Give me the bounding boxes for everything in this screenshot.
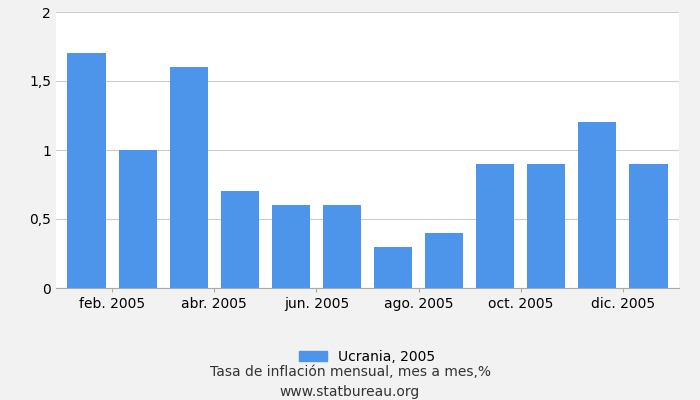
Bar: [220, 191, 259, 288]
Bar: [578, 122, 617, 288]
Bar: [629, 164, 668, 288]
Bar: [323, 205, 361, 288]
Bar: [527, 164, 566, 288]
Text: Tasa de inflación mensual, mes a mes,%: Tasa de inflación mensual, mes a mes,%: [209, 365, 491, 379]
Bar: [476, 164, 514, 288]
Legend: Ucrania, 2005: Ucrania, 2005: [294, 345, 441, 370]
Bar: [118, 150, 157, 288]
Bar: [67, 53, 106, 288]
Bar: [272, 205, 310, 288]
Bar: [169, 67, 208, 288]
Text: www.statbureau.org: www.statbureau.org: [280, 385, 420, 399]
Bar: [425, 233, 463, 288]
Bar: [374, 246, 412, 288]
